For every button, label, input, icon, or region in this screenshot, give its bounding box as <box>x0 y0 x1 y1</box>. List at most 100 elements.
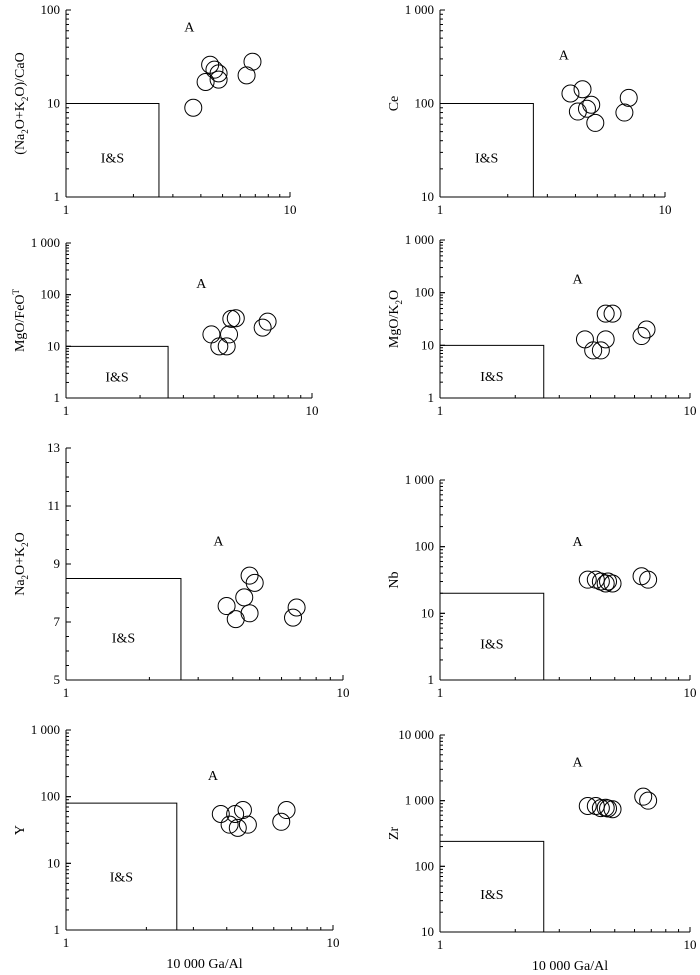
is-field-boundary <box>440 344 545 398</box>
data-point <box>258 312 277 331</box>
data-point <box>619 88 638 107</box>
data-point <box>596 574 615 593</box>
y-tick-label: 1 000 <box>31 235 60 250</box>
y-tick-label: 10 <box>421 924 434 939</box>
data-point <box>240 604 259 623</box>
data-point <box>575 330 594 349</box>
x-tick-label: 10 <box>684 403 697 418</box>
a-region-label: A <box>559 48 570 63</box>
chart-panel-5: 1 10 5 7 9 11 13 Na2O+K2O I&S A <box>13 440 350 700</box>
y-axis-label: Zr <box>387 827 402 841</box>
x-tick-label: 1 <box>437 202 444 217</box>
data-point <box>591 341 610 360</box>
data-point <box>222 309 241 328</box>
y-axis-label: Y <box>13 825 28 835</box>
chart-panel-7: 1 10 1 10 100 1 000 Y 10 000 Ga/Al I&S A <box>13 722 340 972</box>
x-tick-label: 1 <box>63 403 70 418</box>
x-tick-label: 10 <box>306 403 319 418</box>
data-point <box>639 791 658 810</box>
data-point <box>217 337 236 356</box>
is-field-boundary <box>66 345 169 398</box>
x-tick-label: 1 <box>63 202 70 217</box>
data-point <box>639 570 658 589</box>
y-tick-label: 1 <box>428 672 435 687</box>
is-region-label: I&S <box>110 871 133 886</box>
y-tick-label: 1 <box>54 390 61 405</box>
data-point <box>287 598 306 617</box>
y-tick-label: 10 <box>47 855 60 870</box>
y-tick-label: 100 <box>415 96 435 111</box>
y-axis-label: MgO/FeOT <box>11 288 28 352</box>
data-point <box>211 804 230 823</box>
chart-panel-6: 1 10 1 10 100 1 000 Nb I&S A <box>387 472 697 700</box>
data-point <box>586 113 605 132</box>
y-tick-label: 10 <box>421 337 434 352</box>
data-point <box>603 800 622 819</box>
y-tick-label: 7 <box>54 614 61 629</box>
data-point <box>202 325 221 344</box>
data-point <box>205 60 224 79</box>
y-tick-label: 100 <box>41 2 61 17</box>
is-field-boundary <box>440 592 545 680</box>
x-axis-label: 10 000 Ga/Al <box>532 959 608 974</box>
x-tick-label: 10 <box>684 937 697 952</box>
x-tick-label: 1 <box>63 935 70 950</box>
y-tick-label: 1 000 <box>405 232 434 247</box>
data-point <box>209 64 228 83</box>
y-axis-label: Nb <box>387 571 402 588</box>
chart-panel-4: 1 10 1 10 100 1 000 MgO/K2O I&S A <box>387 232 697 418</box>
y-tick-label: 10 000 <box>398 727 434 742</box>
is-region-label: I&S <box>480 638 503 653</box>
data-point <box>596 304 615 323</box>
data-point <box>220 815 239 834</box>
is-region-label: I&S <box>112 631 135 646</box>
a-region-label: A <box>184 21 195 36</box>
data-point <box>584 341 603 360</box>
data-point <box>578 796 597 815</box>
y-tick-label: 1 000 <box>405 472 434 487</box>
data-point <box>226 610 245 629</box>
a-region-label: A <box>572 535 583 550</box>
is-region-label: I&S <box>475 152 498 167</box>
data-point <box>210 337 229 356</box>
data-point <box>235 588 254 607</box>
y-tick-label: 100 <box>415 858 435 873</box>
data-point <box>184 98 203 117</box>
x-tick-label: 10 <box>684 685 697 700</box>
y-tick-label: 100 <box>415 539 435 554</box>
a-region-label: A <box>213 535 224 550</box>
y-tick-label: 1 <box>428 390 435 405</box>
y-axis-label: MgO/K2O <box>387 290 404 348</box>
x-axis-label: 10 000 Ga/Al <box>166 957 242 972</box>
x-tick-label: 1 <box>437 403 444 418</box>
data-point <box>220 325 239 344</box>
y-axis-label: Na2O+K2O <box>13 532 30 596</box>
data-point <box>599 572 618 591</box>
data-point <box>615 103 634 122</box>
is-region-label: I&S <box>101 152 124 167</box>
data-point <box>228 818 247 837</box>
data-point <box>237 66 256 85</box>
data-point <box>277 801 296 820</box>
a-region-label: A <box>196 277 207 292</box>
data-point <box>272 812 291 831</box>
a-region-label: A <box>572 273 583 288</box>
is-field-boundary <box>66 103 160 197</box>
y-tick-label: 10 <box>421 605 434 620</box>
is-field-boundary <box>440 840 545 932</box>
is-field-boundary <box>440 103 534 197</box>
x-tick-label: 10 <box>327 935 340 950</box>
y-tick-label: 1 <box>54 189 61 204</box>
y-tick-label: 1 000 <box>405 793 434 808</box>
y-axis-label: (Na2O+K2O)/CaO <box>13 52 30 154</box>
x-tick-label: 10 <box>284 202 297 217</box>
data-point <box>578 570 597 589</box>
data-point <box>243 52 262 71</box>
y-tick-label: 100 <box>41 287 61 302</box>
x-tick-label: 1 <box>437 685 444 700</box>
x-tick-label: 1 <box>437 937 444 952</box>
data-point <box>632 567 651 586</box>
y-tick-label: 10 <box>47 338 60 353</box>
